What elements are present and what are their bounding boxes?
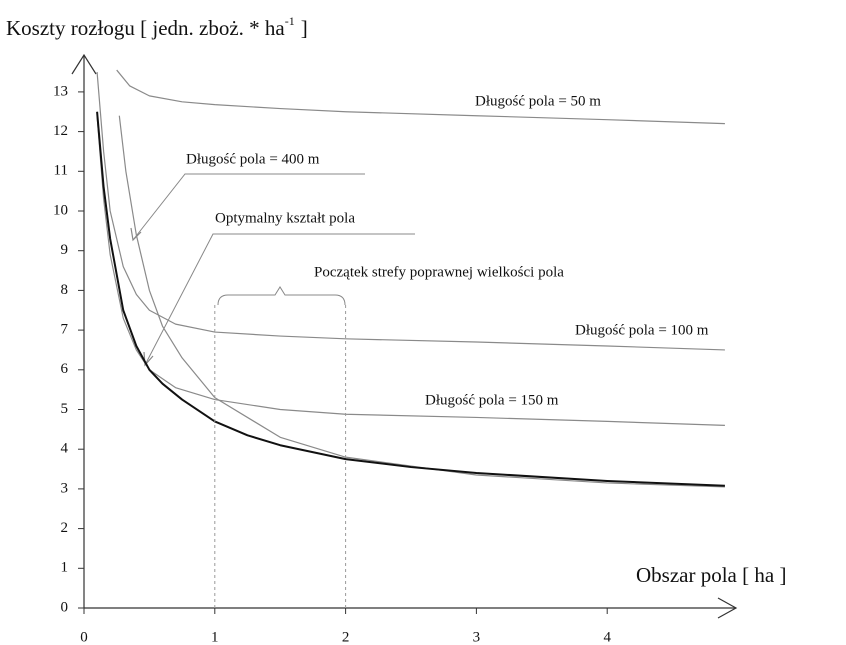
y-label-text: Koszty rozłogu [ jedn. zboż. * ha — [6, 16, 285, 40]
y-tick-label: 6 — [61, 361, 69, 377]
x-arrow — [717, 597, 738, 619]
y-tick-label: 9 — [61, 242, 69, 258]
series-label: Długość pola = 400 m — [186, 151, 320, 167]
x-tick-label: 1 — [211, 629, 219, 645]
series-label: Długość pola = 50 m — [475, 93, 601, 109]
y-tick-label: 13 — [53, 83, 68, 99]
y-tick-label: 7 — [61, 322, 69, 338]
zone-bracket — [217, 286, 346, 306]
y-tick-label: 5 — [61, 401, 69, 417]
series-line — [116, 69, 725, 125]
series-label: Optymalny kształt pola — [215, 210, 355, 226]
leader-arrow — [143, 351, 154, 367]
y-label-end: ] — [301, 16, 308, 40]
series-label: Długość pola = 100 m — [575, 322, 709, 338]
series-line — [118, 115, 725, 488]
annotation: Początek strefy poprawnej wielkości pola — [314, 264, 564, 280]
x-tick-label: 3 — [473, 629, 481, 645]
series-line — [96, 72, 725, 351]
y-tick-label: 1 — [61, 560, 69, 576]
leader-arrow — [130, 227, 142, 242]
series-label: Długość pola = 150 m — [425, 392, 559, 408]
y-tick-label: 2 — [61, 520, 69, 536]
curves — [96, 69, 725, 488]
y-label-sup: -1 — [285, 14, 295, 28]
y-tick-label: 10 — [53, 202, 68, 218]
series-line — [96, 115, 725, 426]
x-axis-label: Obszar pola [ ha ] — [636, 563, 786, 587]
y-tick-label: 12 — [53, 123, 68, 139]
y-tick-label: 4 — [61, 441, 69, 457]
y-tick-label: 8 — [61, 282, 69, 298]
x-tick-label: 4 — [603, 629, 611, 645]
x-tick-label: 0 — [80, 629, 88, 645]
series-line — [96, 111, 725, 487]
leader-optimal — [144, 233, 415, 366]
y-tick-label: 11 — [54, 163, 68, 179]
leader-400 — [132, 173, 365, 241]
y-tick-label: 0 — [61, 599, 69, 615]
y-arrow — [71, 53, 97, 75]
x-tick-label: 2 — [342, 629, 350, 645]
y-axis-label: Koszty rozłogu [ jedn. zboż. * ha-1] — [6, 14, 308, 40]
y-tick-label: 3 — [61, 480, 69, 496]
